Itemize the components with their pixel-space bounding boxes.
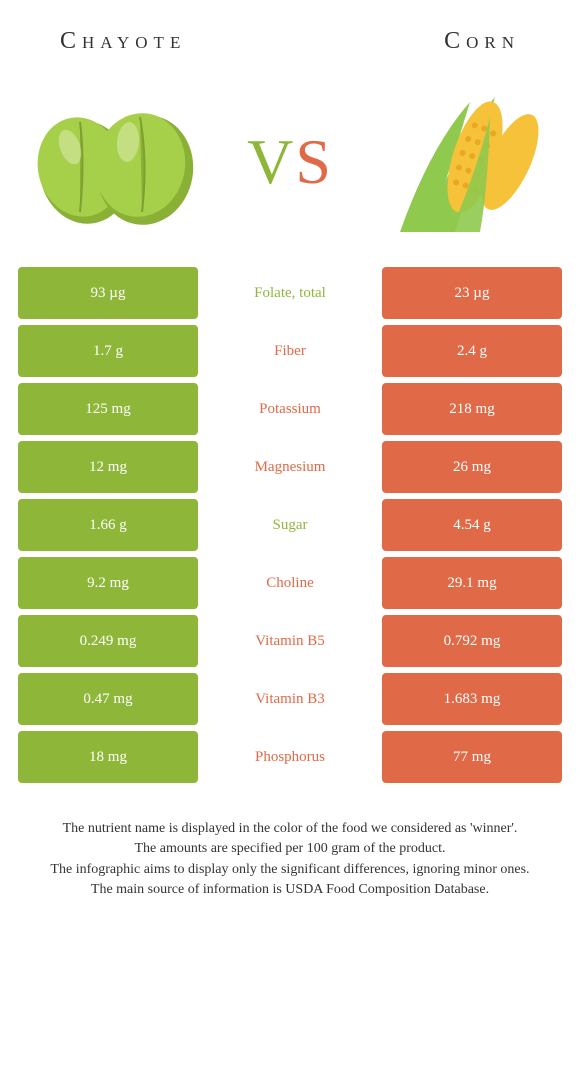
value-left: 93 µg bbox=[18, 267, 198, 319]
value-right: 23 µg bbox=[382, 267, 562, 319]
value-left: 9.2 mg bbox=[18, 557, 198, 609]
value-right: 4.54 g bbox=[382, 499, 562, 551]
nutrient-row: 18 mgPhosphorus77 mg bbox=[18, 731, 562, 783]
vs-v: V bbox=[247, 126, 295, 197]
value-right: 29.1 mg bbox=[382, 557, 562, 609]
nutrient-row: 12 mgMagnesium26 mg bbox=[18, 441, 562, 493]
nutrient-label: Choline bbox=[198, 557, 382, 609]
nutrient-row: 1.66 gSugar4.54 g bbox=[18, 499, 562, 551]
hero-row: VS bbox=[0, 67, 580, 267]
nutrient-label: Fiber bbox=[198, 325, 382, 377]
value-right: 0.792 mg bbox=[382, 615, 562, 667]
nutrient-label: Vitamin B3 bbox=[198, 673, 382, 725]
nutrient-label: Magnesium bbox=[198, 441, 382, 493]
footnote-line: The main source of information is USDA F… bbox=[18, 880, 562, 900]
vs-label: VS bbox=[247, 125, 333, 199]
value-right: 77 mg bbox=[382, 731, 562, 783]
footnote: The nutrient name is displayed in the co… bbox=[0, 789, 580, 900]
food-title-right: Corn bbox=[444, 28, 520, 55]
header: Chayote Corn bbox=[0, 0, 580, 67]
footnote-line: The infographic aims to display only the… bbox=[18, 860, 562, 880]
value-left: 18 mg bbox=[18, 731, 198, 783]
nutrient-row: 0.47 mgVitamin B31.683 mg bbox=[18, 673, 562, 725]
corn-image bbox=[380, 87, 550, 237]
value-right: 2.4 g bbox=[382, 325, 562, 377]
nutrient-label: Vitamin B5 bbox=[198, 615, 382, 667]
chayote-image bbox=[30, 87, 200, 237]
value-left: 0.249 mg bbox=[18, 615, 198, 667]
nutrient-row: 125 mgPotassium218 mg bbox=[18, 383, 562, 435]
nutrient-label: Sugar bbox=[198, 499, 382, 551]
value-right: 26 mg bbox=[382, 441, 562, 493]
value-right: 218 mg bbox=[382, 383, 562, 435]
value-left: 1.7 g bbox=[18, 325, 198, 377]
nutrient-row: 93 µgFolate, total23 µg bbox=[18, 267, 562, 319]
food-title-left: Chayote bbox=[60, 28, 186, 55]
nutrient-label: Potassium bbox=[198, 383, 382, 435]
nutrient-row: 0.249 mgVitamin B50.792 mg bbox=[18, 615, 562, 667]
value-right: 1.683 mg bbox=[382, 673, 562, 725]
footnote-line: The nutrient name is displayed in the co… bbox=[18, 819, 562, 839]
value-left: 0.47 mg bbox=[18, 673, 198, 725]
nutrient-row: 9.2 mgCholine29.1 mg bbox=[18, 557, 562, 609]
nutrient-table: 93 µgFolate, total23 µg 1.7 gFiber2.4 g 12… bbox=[0, 267, 580, 783]
value-left: 1.66 g bbox=[18, 499, 198, 551]
nutrient-label: Folate, total bbox=[198, 267, 382, 319]
footnote-line: The amounts are specified per 100 gram o… bbox=[18, 839, 562, 859]
nutrient-row: 1.7 gFiber2.4 g bbox=[18, 325, 562, 377]
nutrient-label: Phosphorus bbox=[198, 731, 382, 783]
value-left: 125 mg bbox=[18, 383, 198, 435]
value-left: 12 mg bbox=[18, 441, 198, 493]
vs-s: S bbox=[295, 126, 333, 197]
